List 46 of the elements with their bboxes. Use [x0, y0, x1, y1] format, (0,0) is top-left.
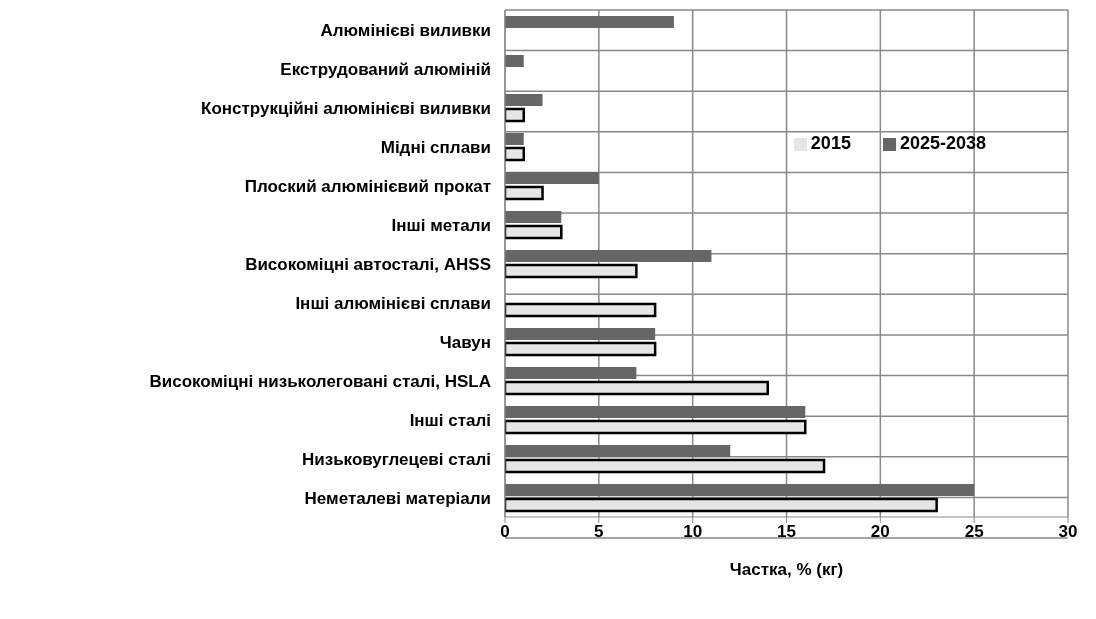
x-tick-label: 30: [1058, 522, 1078, 542]
y-tick-label: Екструдований алюміній: [280, 59, 491, 79]
bar: [505, 367, 637, 379]
x-tick-label: 25: [964, 522, 984, 542]
x-axis-title: Частка, % (кг): [729, 560, 844, 579]
y-tick-label: Високоміцні низьколеговані сталі, HSLA: [149, 371, 491, 391]
bar: [505, 328, 656, 340]
bar: [505, 484, 975, 496]
x-tick-label: 15: [777, 522, 796, 542]
bar: [505, 107, 526, 123]
bar: [505, 250, 712, 262]
bar: [505, 146, 526, 162]
y-tick-label: Інші алюмінієві сплави: [295, 293, 491, 313]
x-tick-label: 20: [870, 522, 890, 542]
x-tick-label: 10: [683, 522, 703, 542]
bar: [505, 406, 806, 418]
bar: [505, 211, 562, 223]
bar: [505, 341, 657, 357]
bar: [505, 445, 731, 457]
bar: [505, 55, 524, 67]
bar: [505, 458, 826, 474]
bar: [505, 172, 599, 184]
bar: [505, 380, 769, 396]
bar: [505, 419, 807, 435]
bar: [505, 497, 938, 513]
y-tick-label: Мідні сплави: [380, 137, 491, 157]
bar: [505, 224, 563, 240]
y-tick-label: Високоміцні автосталі, AHSS: [245, 254, 491, 274]
x-tick-label: 0: [500, 522, 510, 542]
y-tick-label: Чавун: [439, 332, 491, 352]
x-tick-label: 5: [594, 522, 604, 542]
bar: [505, 133, 524, 145]
bar: [505, 185, 544, 201]
legend-label: 2025-2038: [899, 133, 986, 153]
bar: [505, 94, 543, 106]
bar: [505, 302, 657, 318]
bar: [505, 16, 674, 28]
y-tick-label: Неметалеві матеріали: [304, 488, 491, 508]
y-tick-label: Плоский алюмінієвий прокат: [244, 176, 491, 196]
legend-label: 2015: [810, 133, 851, 153]
y-tick-label: Низьковуглецеві сталі: [301, 449, 491, 469]
y-tick-label: Інші метали: [391, 215, 491, 235]
y-tick-label: Алюмінієві виливки: [320, 20, 491, 40]
y-tick-label: Інші сталі: [409, 410, 491, 430]
bar: [505, 263, 638, 279]
y-tick-label: Конструкційні алюмінієві виливки: [201, 98, 491, 118]
